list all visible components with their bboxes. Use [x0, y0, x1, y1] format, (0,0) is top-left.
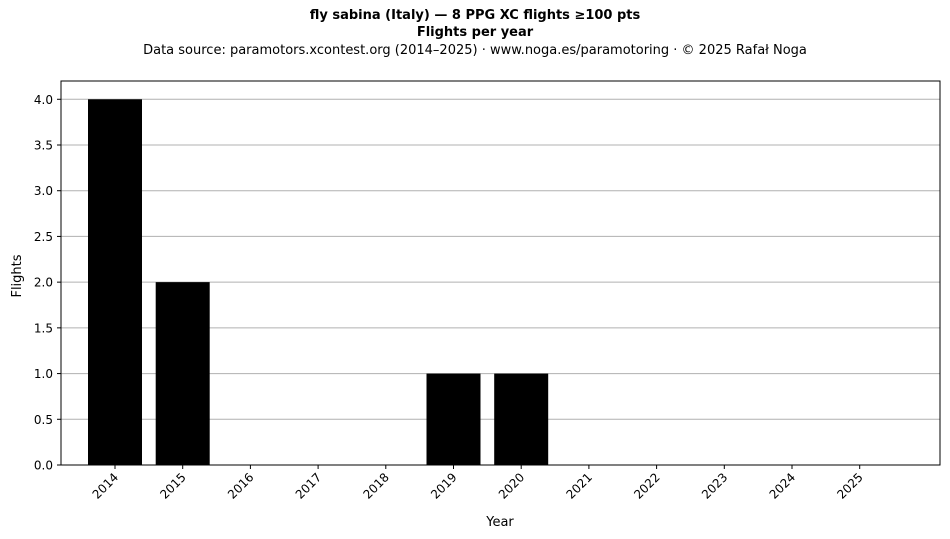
y-tick-label: 3.5 [34, 139, 53, 153]
chart-title: fly sabina (Italy) — 8 PPG XC flights ≥1… [309, 8, 641, 23]
x-tick-label: 2020 [496, 470, 527, 501]
x-tick-label: 2014 [90, 470, 121, 501]
x-tick-label: 2025 [834, 470, 865, 501]
x-tick-label: 2023 [699, 470, 730, 501]
x-tick-label: 2016 [225, 470, 256, 501]
x-axis-label: Year [485, 515, 514, 530]
x-tick-label: 2024 [767, 470, 798, 501]
bars [88, 99, 549, 466]
y-tick-label: 1.0 [34, 367, 53, 381]
bar-2020 [494, 373, 549, 465]
x-axis: 2014 2015 2016 2017 2018 2019 2020 2021 2022 2023… [90, 465, 866, 502]
y-tick-label: 0.5 [34, 413, 53, 427]
x-tick-label: 2017 [293, 470, 324, 501]
data-source-note: Data source: paramotors.xcontest.org (20… [143, 43, 807, 58]
y-tick-label: 1.5 [34, 321, 53, 335]
y-tick-label: 4.0 [34, 93, 53, 107]
y-tick-label: 3.0 [34, 184, 53, 198]
y-tick-label: 2.5 [34, 230, 53, 244]
y-tick-label: 2.0 [34, 276, 53, 290]
plot-frame [60, 80, 941, 466]
chart-subtitle: Flights per year [416, 25, 534, 40]
y-axis: 0.0 0.5 1.0 1.5 2.0 2.5 3.0 3.5 4.0 [34, 93, 61, 473]
x-tick-label: 2021 [564, 470, 595, 501]
x-tick-label: 2019 [428, 470, 459, 501]
bar-2015 [155, 282, 210, 465]
y-tick-label: 0.0 [34, 459, 53, 473]
x-tick-label: 2015 [157, 470, 188, 501]
x-tick-label: 2018 [360, 470, 391, 501]
bar-2014 [88, 99, 142, 466]
y-axis-label: Flights [10, 254, 25, 297]
bar-2019 [426, 373, 481, 465]
x-tick-label: 2022 [631, 470, 662, 501]
